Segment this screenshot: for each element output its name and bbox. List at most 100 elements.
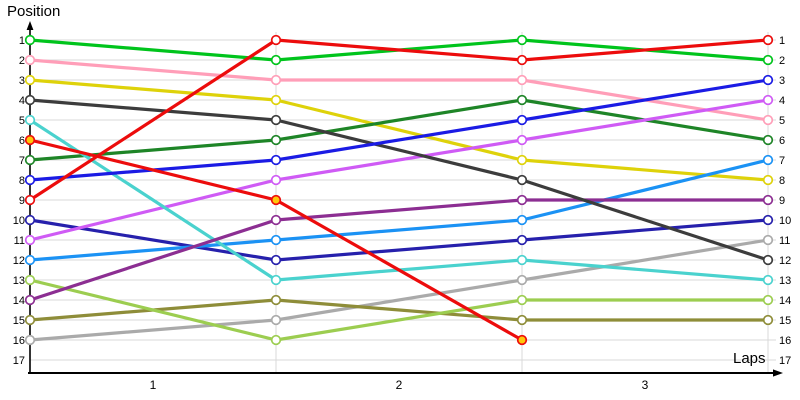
series-marker-car-darkgreen [24,154,36,166]
y-tick-label-right: 4 [779,95,785,107]
series-marker-car-pink [762,114,774,126]
series-marker-car-red-highlighted [516,334,528,346]
series-marker-car-blue [516,114,528,126]
series-line-car-yellow [28,78,770,182]
series-marker-car-dodgerblue [270,234,282,246]
series-marker-car-red-highlighted [24,134,36,146]
series-marker-car-turquoise [516,254,528,266]
series-marker-car-purple [762,194,774,206]
series-line-car-yellowgreen [28,278,770,342]
y-tick-label-right: 15 [779,315,791,327]
series-marker-car-olive [24,314,36,326]
x-tick-label: 2 [396,378,403,392]
series-marker-car-red [270,34,282,46]
series-marker-car-red-highlighted [270,194,282,206]
series-line-car-red [28,38,770,202]
y-tick-label-left: 1 [19,35,25,47]
y-tick-label-left: 14 [13,295,25,307]
series-marker-car-dodgerblue [762,154,774,166]
series-marker-car-navy [762,214,774,226]
series-marker-car-pink [516,74,528,86]
series-marker-car-silver [762,234,774,246]
y-tick-label-right: 16 [779,335,791,347]
series-marker-car-darkgray [24,94,36,106]
series-marker-car-green [24,34,36,46]
y-tick-label-left: 2 [19,55,25,67]
y-tick-label-left: 4 [19,95,25,107]
y-tick-label-left: 9 [19,195,25,207]
series-marker-car-darkgray [762,254,774,266]
series-marker-car-yellowgreen [24,274,36,286]
series-marker-car-pink [24,54,36,66]
series-line-car-navy [28,218,770,262]
series-marker-car-yellow [24,74,36,86]
series-marker-car-turquoise [762,274,774,286]
y-tick-label-left: 10 [13,215,25,227]
y-axis-arrow-icon [26,21,34,30]
series-marker-car-yellow [762,174,774,186]
y-tick-label-left: 6 [19,135,25,147]
x-axis-arrow-icon [773,369,783,377]
series-marker-car-violet [516,134,528,146]
series-marker-car-olive [270,294,282,306]
series-marker-car-navy [270,254,282,266]
series-marker-car-silver [270,314,282,326]
series-marker-car-turquoise [24,114,36,126]
y-tick-label-right: 9 [779,195,785,207]
series-line-car-dodgerblue [28,158,770,262]
y-tick-label-right: 12 [779,255,791,267]
y-tick-label-right: 1 [779,35,785,47]
series-marker-car-blue [762,74,774,86]
series-marker-car-yellowgreen [270,334,282,346]
series-marker-car-purple [516,194,528,206]
y-tick-label-right: 3 [779,75,785,87]
series-marker-car-navy [24,214,36,226]
series-marker-car-blue [24,174,36,186]
series-marker-car-yellow [270,94,282,106]
series-marker-car-violet [270,174,282,186]
series-marker-car-red [516,54,528,66]
y-tick-label-right: 10 [779,215,791,227]
series-marker-car-violet [24,234,36,246]
y-tick-label-left: 8 [19,175,25,187]
series-marker-car-darkgray [270,114,282,126]
series-marker-car-olive [516,314,528,326]
y-tick-label-left: 17 [13,355,25,367]
series-marker-car-yellow [516,154,528,166]
series-marker-car-yellowgreen [516,294,528,306]
series-marker-car-darkgreen [762,134,774,146]
y-tick-label-right: 13 [779,275,791,287]
series-marker-car-green [270,54,282,66]
y-tick-label-left: 12 [13,255,25,267]
y-tick-label-left: 11 [14,235,25,247]
y-tick-label-left: 3 [19,75,25,87]
series-marker-car-violet [762,94,774,106]
series-line-car-purple [28,198,770,302]
y-tick-label-right: 2 [779,55,785,67]
y-tick-label-right: 8 [779,175,785,187]
series-marker-car-darkgray [516,174,528,186]
x-axis-title: Laps [733,350,766,367]
series-marker-car-turquoise [270,274,282,286]
y-tick-label-right: 14 [779,295,791,307]
series-marker-car-dodgerblue [516,214,528,226]
y-axis-title: Position [7,3,61,20]
series-line-car-silver [28,238,770,342]
series-marker-car-yellowgreen [762,294,774,306]
series-marker-car-darkgreen [270,134,282,146]
series-marker-car-silver [516,274,528,286]
series-marker-car-green [762,54,774,66]
y-tick-label-right: 7 [779,155,785,167]
series-marker-car-green [516,34,528,46]
y-tick-label-left: 13 [13,275,25,287]
y-tick-label-right: 6 [779,135,785,147]
series-marker-car-dodgerblue [24,254,36,266]
y-tick-label-right: 17 [779,355,791,367]
series-marker-car-purple [270,214,282,226]
series-marker-car-olive [762,314,774,326]
x-tick-label: 1 [150,378,157,392]
series-line-car-olive [28,298,770,322]
series-marker-car-blue [270,154,282,166]
